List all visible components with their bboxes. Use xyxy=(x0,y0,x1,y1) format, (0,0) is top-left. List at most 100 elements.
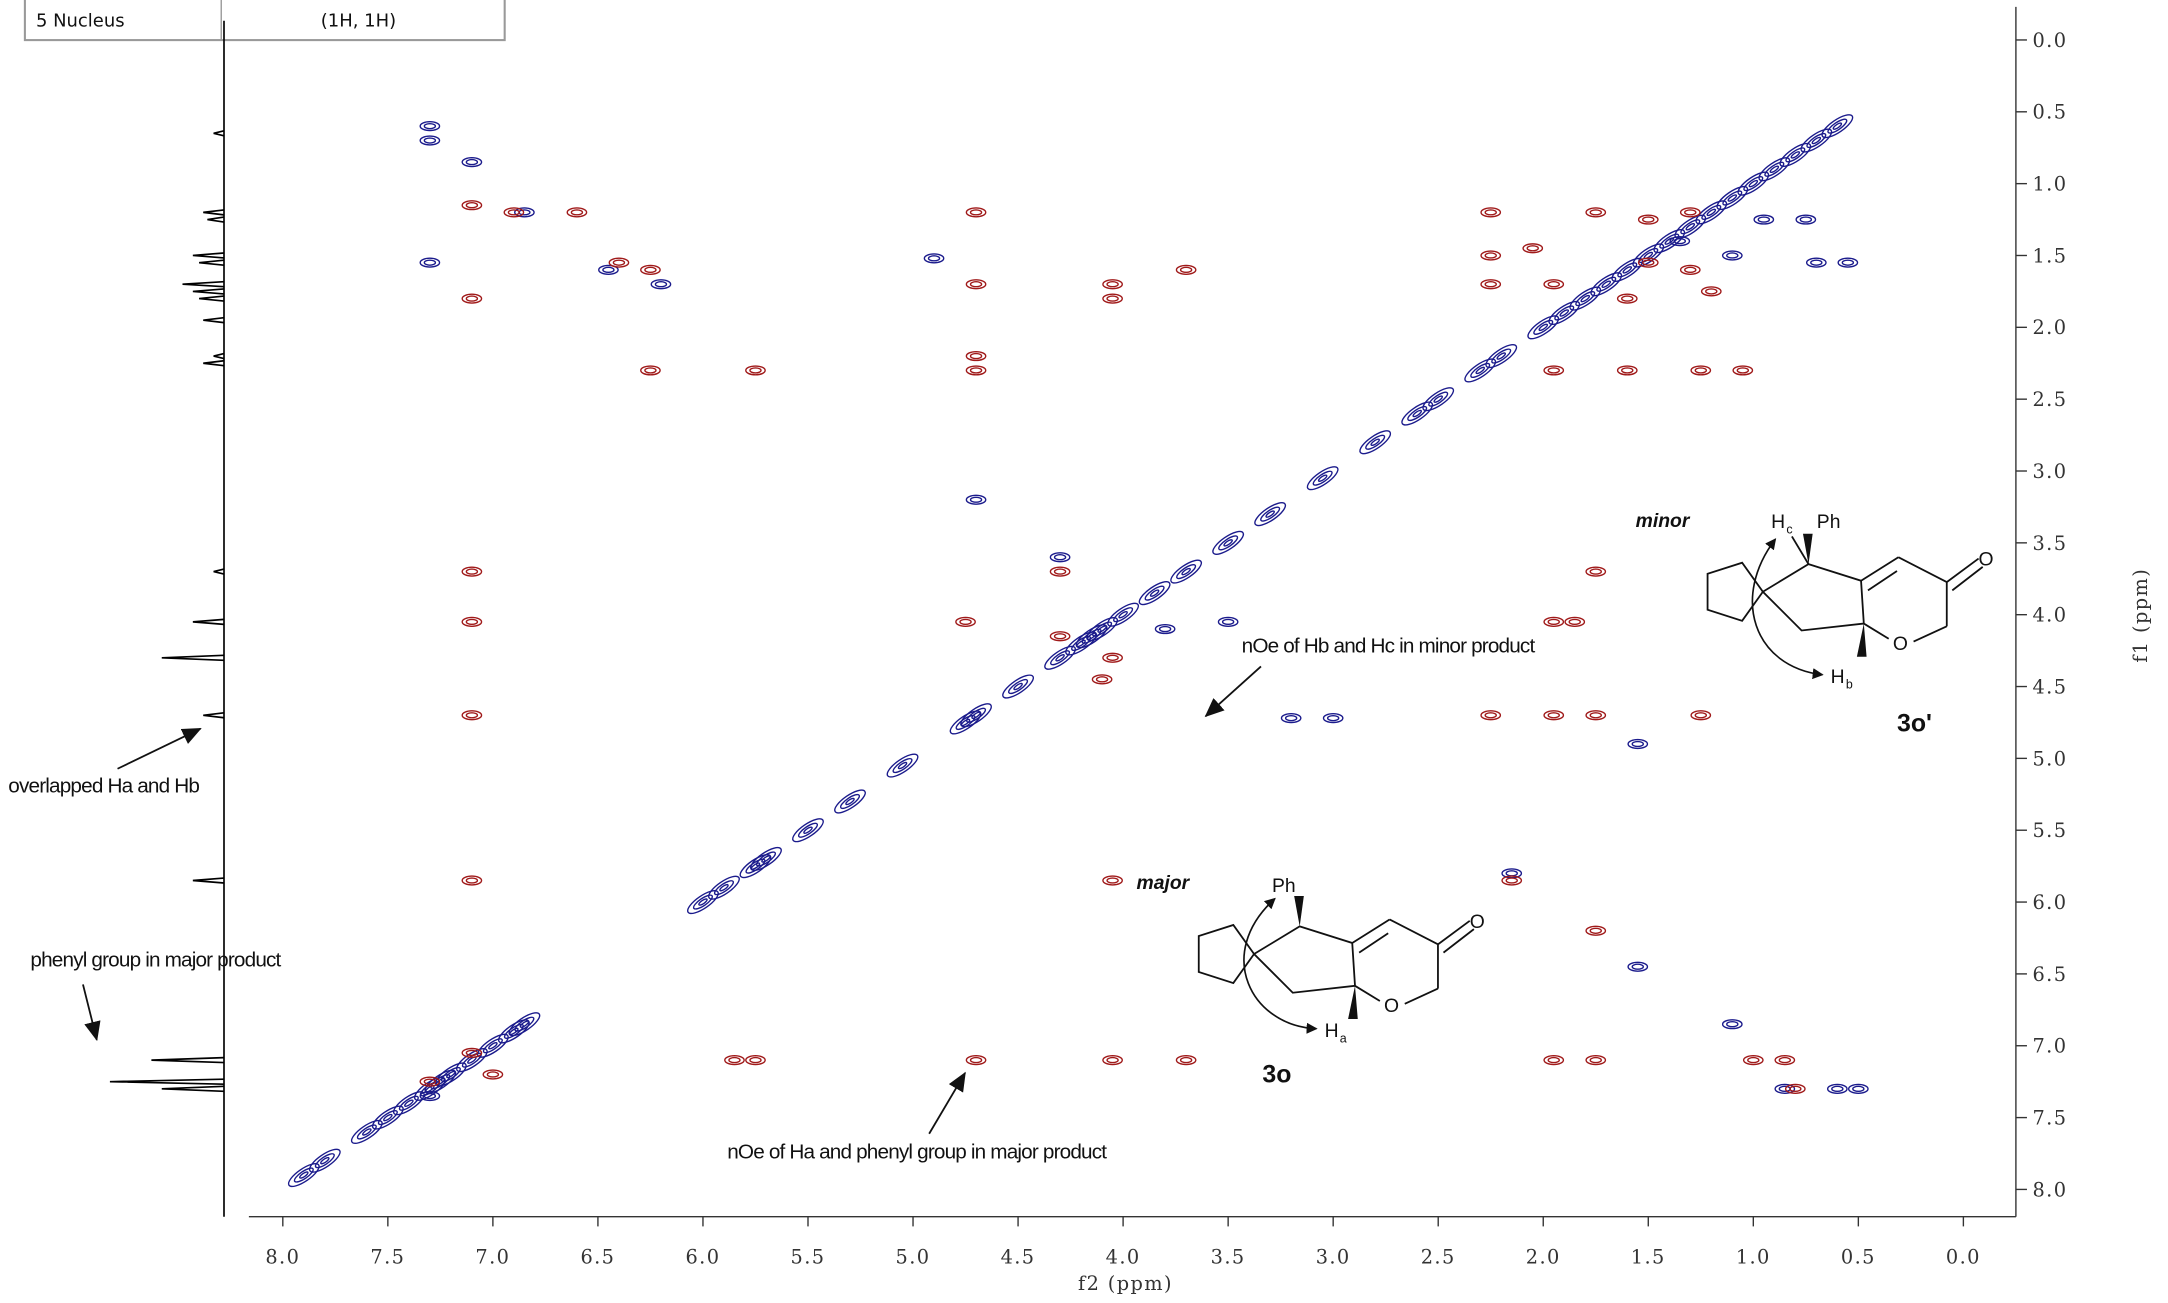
peak xyxy=(965,279,987,290)
peak xyxy=(1800,128,1833,153)
contour xyxy=(1726,252,1739,259)
x-tick-label: 5.5 xyxy=(791,1246,826,1269)
peak xyxy=(1217,616,1239,627)
contour xyxy=(965,207,987,218)
projection-peak xyxy=(161,1085,225,1093)
contour xyxy=(488,1041,498,1050)
peak xyxy=(1322,713,1344,724)
peak xyxy=(1543,365,1565,376)
contour xyxy=(356,1124,377,1140)
y-tick-label: 1.5 xyxy=(2032,244,2067,267)
contour xyxy=(1659,233,1680,249)
projection-peak xyxy=(199,259,225,266)
peak xyxy=(708,875,740,900)
atom-subscript: b xyxy=(1846,678,1853,692)
contour xyxy=(1118,610,1128,619)
contour xyxy=(971,711,981,720)
contour xyxy=(1049,552,1071,563)
peak xyxy=(1548,300,1581,326)
peak xyxy=(1480,250,1502,261)
contour xyxy=(1847,1083,1869,1094)
bonds xyxy=(1197,918,1475,1005)
contour xyxy=(955,714,976,731)
peak xyxy=(1732,365,1754,376)
y-tick-label: 4.5 xyxy=(2032,675,2067,698)
peak xyxy=(1784,1083,1806,1094)
peak xyxy=(1795,214,1817,225)
contour xyxy=(969,1056,983,1064)
contour xyxy=(745,1054,766,1066)
contour xyxy=(1585,566,1607,577)
contour xyxy=(419,121,441,132)
contour xyxy=(1637,214,1659,225)
contour xyxy=(969,209,983,216)
peak xyxy=(965,365,987,376)
contour xyxy=(1548,300,1581,326)
peak xyxy=(419,135,441,146)
contour xyxy=(1736,367,1750,374)
peak xyxy=(1742,1054,1764,1066)
peak xyxy=(608,257,630,268)
peak xyxy=(1821,114,1854,139)
contour xyxy=(1554,305,1575,321)
contour xyxy=(1758,157,1791,182)
contour xyxy=(1480,710,1502,721)
contour xyxy=(792,818,824,843)
peak xyxy=(1359,430,1392,455)
annotation-arrow xyxy=(928,1071,966,1135)
contour xyxy=(1407,405,1428,422)
contour xyxy=(461,156,483,168)
contour xyxy=(440,1066,461,1083)
contour xyxy=(1826,1083,1848,1094)
contour xyxy=(1700,286,1722,297)
contour xyxy=(362,1128,372,1136)
contour xyxy=(1580,294,1591,303)
contour xyxy=(1081,628,1102,644)
contour xyxy=(514,1016,535,1032)
contour xyxy=(1107,602,1140,627)
contour xyxy=(1365,434,1386,450)
contour xyxy=(1827,118,1848,134)
contour xyxy=(1543,279,1565,290)
peak xyxy=(1138,581,1171,606)
contour xyxy=(1721,1019,1743,1030)
peak xyxy=(687,889,719,915)
y-tick-label: 7.0 xyxy=(2032,1035,2067,1058)
contour xyxy=(1589,568,1602,575)
peak xyxy=(1805,257,1827,268)
y-tick-label: 2.5 xyxy=(2032,388,2067,411)
peak xyxy=(1669,236,1691,247)
x-tick-label: 3.5 xyxy=(1211,1246,1246,1269)
contour xyxy=(713,880,735,896)
projection-peak xyxy=(109,1078,225,1085)
atom-label: O xyxy=(1384,995,1399,1017)
contour xyxy=(1470,362,1491,379)
contour xyxy=(465,202,479,209)
contour xyxy=(1684,209,1697,216)
table-cell: 5 Nucleus xyxy=(36,10,125,31)
contour xyxy=(969,281,983,288)
contour xyxy=(1585,1054,1607,1066)
x-tick-label: 2.5 xyxy=(1421,1246,1456,1269)
peak xyxy=(1616,365,1638,376)
peak xyxy=(419,1076,441,1087)
peak xyxy=(461,566,483,577)
contour xyxy=(461,293,483,304)
contour xyxy=(644,367,657,374)
contour xyxy=(698,898,708,906)
contour xyxy=(1102,1054,1123,1066)
peak xyxy=(371,1105,404,1130)
contour xyxy=(1747,1056,1760,1064)
x-tick-label: 2.0 xyxy=(1526,1246,1561,1269)
structure-minor: minor Ph H c H b O O 3o' xyxy=(1636,510,1994,738)
contour xyxy=(965,365,987,376)
peak xyxy=(461,616,483,627)
structure-major: major Ph H a O O 3o xyxy=(1137,872,1485,1089)
atom-subscript: a xyxy=(1340,1032,1347,1046)
peak xyxy=(1049,552,1071,563)
contour xyxy=(518,209,531,216)
contour xyxy=(845,797,855,806)
contour xyxy=(287,1162,320,1188)
contour xyxy=(749,367,762,374)
peak xyxy=(1102,293,1123,304)
